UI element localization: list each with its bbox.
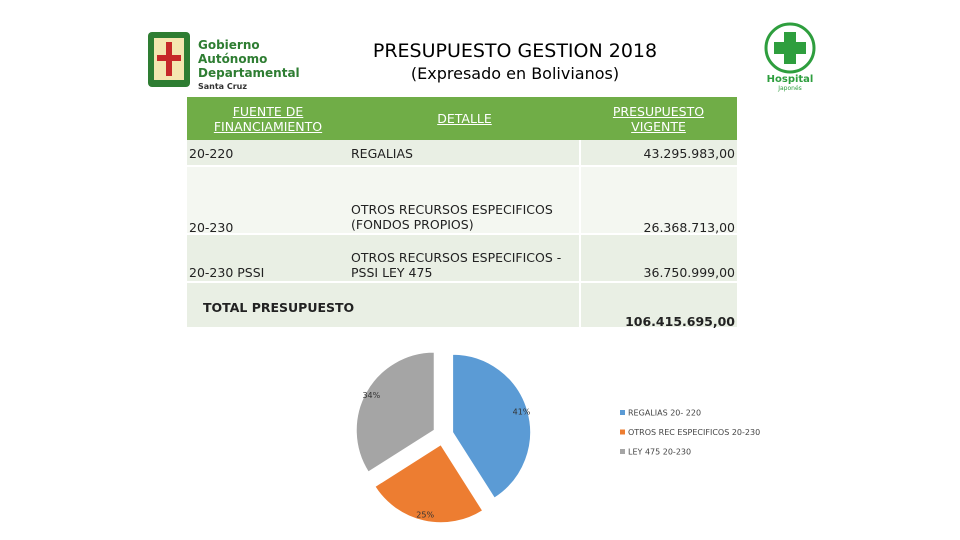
cell: OTROS RECURSOS ESPECIFICOS (FONDOS PROPI… <box>351 202 553 232</box>
legend-label: LEY 475 20-230 <box>628 448 691 457</box>
table: FUENTE DE FINANCIAMIENTO DETALLE PRESUPU… <box>187 97 737 329</box>
pie-slice <box>374 444 484 524</box>
header-bg <box>187 97 737 140</box>
logo-text: Hospital <box>767 74 814 85</box>
pie-slice <box>355 351 435 473</box>
col-divider <box>579 140 581 327</box>
cell: REGALIAS <box>351 146 413 161</box>
data-label: 41% <box>513 408 531 417</box>
logo-text: Santa Cruz <box>198 82 247 91</box>
total-value: 106.415.695,00 <box>625 313 735 329</box>
data-label: 25% <box>416 510 434 519</box>
logo-right: Hospital Japonés <box>764 22 816 92</box>
legend-swatch <box>620 410 625 415</box>
column-header: DETALLE <box>437 111 492 126</box>
legend-swatch <box>620 429 625 435</box>
logo-ring <box>764 22 816 74</box>
pie-slice <box>452 353 532 499</box>
legend-label: OTROS REC ESPECIFICOS 20-230 <box>628 428 760 437</box>
logo-cross <box>774 42 806 54</box>
cell: OTROS RECURSOS ESPECIFICOS - PSSI LEY 47… <box>351 250 562 280</box>
row-bg <box>187 167 737 235</box>
logo-left: Gobierno Autónomo Departamental Santa Cr… <box>148 32 300 91</box>
cell: 20-230 <box>189 219 234 235</box>
data-label: 34% <box>362 391 380 400</box>
logo-text: Gobierno <box>198 38 260 52</box>
legend-swatch <box>620 449 625 454</box>
cell: 43.295.983,00 <box>643 146 735 161</box>
subtitle: (Expresado en Bolivianos) <box>410 64 620 83</box>
column-header: PRESUPUESTO VIGENTE <box>612 103 705 134</box>
row-bg <box>187 235 737 283</box>
logo-text: Departamental <box>198 66 300 80</box>
cell: 20-230 PSSI <box>189 264 265 280</box>
row-bg <box>187 283 737 327</box>
cell: 36.750.999,00 <box>643 264 735 280</box>
cell: 26.368.713,00 <box>643 219 735 235</box>
pie-chart: 41% REGALIAS 20- 220 25% OTROS REC ESPECIFI… <box>355 351 760 524</box>
column-header: FUENTE DE FINANCIAMIENTO <box>213 103 323 134</box>
title: PRESUPUESTO GESTION 2018 <box>372 40 658 62</box>
logo-text: Autónomo <box>198 52 267 66</box>
crest-cross <box>157 55 181 61</box>
row-bg <box>187 140 737 167</box>
total-label: TOTAL PRESUPUESTO <box>203 299 355 315</box>
legend-label: REGALIAS 20- 220 <box>628 409 701 418</box>
logo-text: Japonés <box>777 85 802 92</box>
cell: 20-220 <box>189 146 234 161</box>
